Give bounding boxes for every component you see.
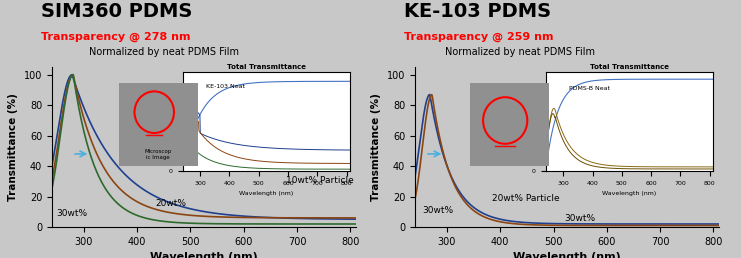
Text: Normalized by neat PDMS Film: Normalized by neat PDMS Film	[89, 47, 239, 58]
Y-axis label: Transmittance (%): Transmittance (%)	[8, 93, 19, 201]
Text: 10wt% Particle: 10wt% Particle	[286, 176, 354, 185]
Text: KE-103 PDMS: KE-103 PDMS	[404, 2, 551, 21]
Text: 20wt%: 20wt%	[156, 199, 187, 208]
Text: 30wt%: 30wt%	[422, 206, 453, 215]
Y-axis label: Transmittance (%): Transmittance (%)	[371, 93, 382, 201]
Text: 30wt%: 30wt%	[56, 209, 87, 218]
Text: 30wt%: 30wt%	[564, 214, 595, 223]
Text: Transparency @ 278 nm: Transparency @ 278 nm	[41, 32, 190, 42]
X-axis label: Wavelength (nm): Wavelength (nm)	[150, 252, 258, 258]
Text: SIM360 PDMS: SIM360 PDMS	[41, 2, 192, 21]
Text: Normalized by neat PDMS Film: Normalized by neat PDMS Film	[445, 47, 594, 58]
Text: Transparency @ 259 nm: Transparency @ 259 nm	[404, 32, 554, 42]
X-axis label: Wavelength (nm): Wavelength (nm)	[513, 252, 621, 258]
Text: 20wt% Particle: 20wt% Particle	[492, 194, 560, 203]
